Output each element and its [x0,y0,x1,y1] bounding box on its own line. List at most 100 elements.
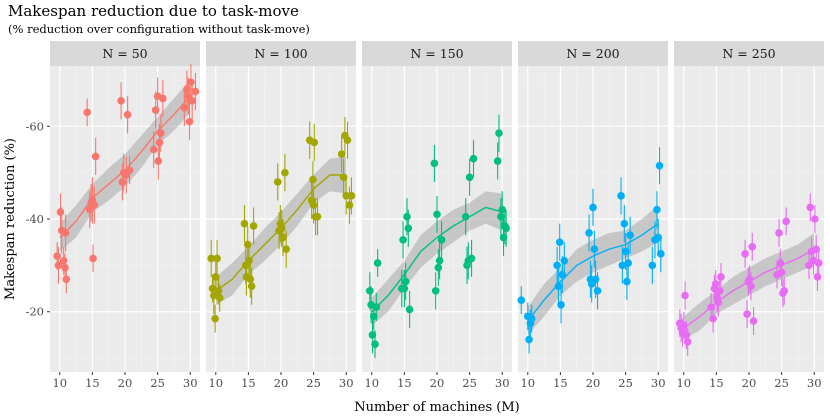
data-point [617,192,625,200]
x-tick-label: 25 [618,376,633,390]
data-point [683,338,692,346]
data-point [155,138,164,147]
data-point [437,236,446,244]
data-point [403,212,411,221]
data-point [210,291,218,300]
data-point [502,224,510,233]
data-point [554,282,563,291]
data-point [621,247,630,256]
data-point [118,178,127,186]
data-point [782,217,790,226]
data-point [591,275,600,284]
x-axis-label: Number of machines (M) [354,400,519,415]
y-tick-label: -20 [25,305,44,319]
data-point [517,296,526,304]
data-point [812,245,820,253]
x-tick-label: 20 [274,376,289,390]
data-point [593,287,602,295]
facet-strip [362,41,512,66]
data-point [154,157,163,165]
data-point [618,261,627,270]
data-point [159,94,167,103]
data-point [741,249,749,258]
data-point [404,224,413,233]
data-point [527,314,536,323]
x-tick-label: 30 [339,376,354,390]
data-point [461,212,470,221]
data-point [149,145,158,154]
data-point [123,110,132,119]
x-tick-label: 20 [742,376,757,390]
data-point [61,229,70,237]
facet-strip [206,41,356,66]
data-point [623,277,631,286]
data-point [715,287,724,295]
data-point [309,201,318,209]
facet-strip [50,41,200,66]
y-axis-label: Makespan reduction (%) [3,138,18,300]
data-point [493,157,502,165]
chart-subtitle: (% reduction over configuration without … [8,22,310,36]
x-tick-label: 25 [462,376,477,390]
data-point [709,314,717,323]
data-point [211,273,220,281]
data-point [187,78,195,87]
data-point [681,291,689,300]
data-point [498,205,507,214]
data-point [191,87,200,96]
data-point [525,335,533,344]
data-point [748,243,757,251]
data-point [813,273,822,281]
data-point [247,282,256,291]
data-point [313,212,322,221]
data-point [373,259,382,267]
data-point [213,254,221,263]
data-point [743,310,751,318]
data-point [372,303,381,311]
data-point [345,201,354,209]
data-point [56,208,65,216]
data-point [59,256,68,265]
data-point [281,168,289,177]
x-tick-label: 10 [208,376,223,390]
data-point [343,136,352,144]
x-tick-label: 25 [150,376,165,390]
data-point [207,254,216,263]
data-point [188,96,196,105]
x-tick-label: 20 [118,376,133,390]
data-point [157,129,165,138]
x-tick-label: 10 [52,376,67,390]
data-point [717,273,725,281]
x-tick-label: 15 [709,376,724,390]
facet-strip-label: N = 250 [722,46,775,61]
x-tick-label: 15 [553,376,568,390]
x-tick-label: 30 [651,376,666,390]
data-point [626,231,634,240]
data-point [805,261,813,270]
data-point [53,252,61,260]
data-point [682,331,691,339]
x-tick-label: 25 [774,376,789,390]
facet-panel-5: N = 250 10 15 20 25 30 [674,41,824,390]
data-point [89,254,97,263]
data-point [553,261,561,270]
data-point [657,249,665,258]
data-point [780,287,789,295]
data-point [431,287,440,295]
data-point [185,117,194,126]
trend-line [527,223,659,322]
data-point [775,229,783,237]
data-point [273,178,282,186]
data-point [776,259,785,267]
data-point [61,263,69,272]
data-point [714,298,723,307]
data-point [811,215,819,223]
x-tick-label: 20 [586,376,601,390]
data-point [54,261,63,270]
data-point [497,212,505,221]
facet-strip-label: N = 100 [254,46,307,61]
data-point [590,245,599,253]
x-tick-label: 30 [495,376,510,390]
data-point [555,238,564,246]
